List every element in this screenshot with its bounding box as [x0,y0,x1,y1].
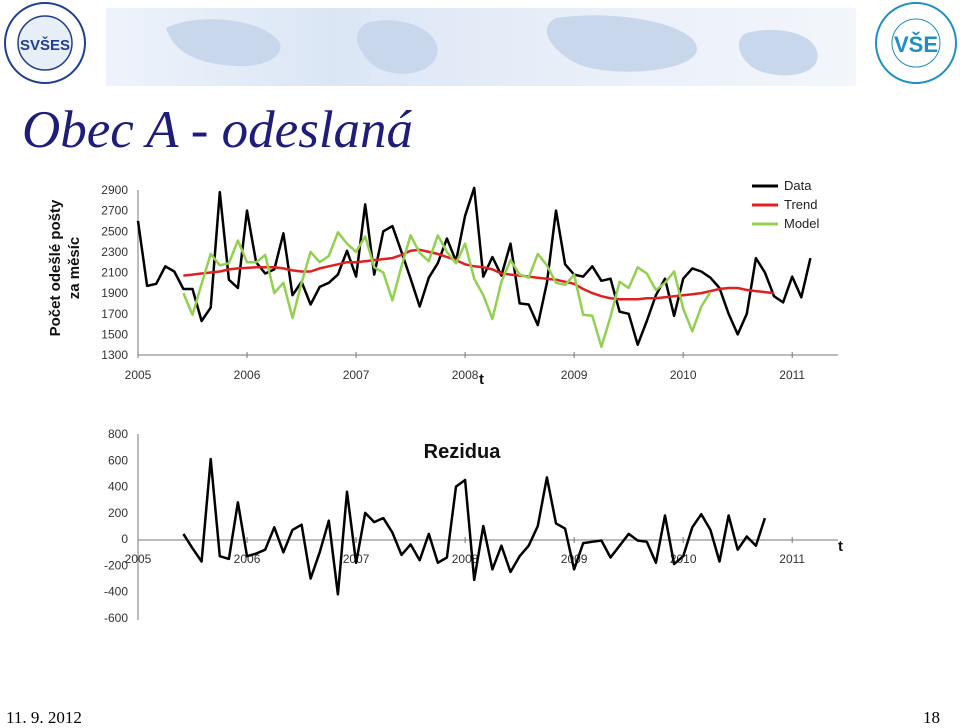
x-tick-label: 2009 [561,368,588,382]
continent-shape [546,15,697,72]
series-line-model [182,231,712,349]
continent-shape [356,20,438,74]
y-tick-label: -400 [104,585,128,599]
y-tick-label: 1900 [101,286,128,300]
legend-label-model: Model [784,216,820,231]
svg-text:SVŠES: SVŠES [20,36,70,54]
y-tick-label: 400 [108,480,128,494]
y-tick-label: 2500 [101,224,128,238]
y-tick-label: 800 [108,427,128,441]
x-tick-label: 2008 [452,368,479,382]
header-banner [106,8,856,86]
x-tick-label: 2011 [779,368,805,382]
x-tick-label: 2007 [343,368,370,382]
y-tick-label: 1700 [101,307,128,321]
y-tick-label: 0 [121,532,128,546]
y-tick-label: 2700 [101,204,128,218]
y-tick-label: 2100 [101,266,128,280]
continent-shape [166,19,281,67]
y-tick-label: -600 [104,611,128,625]
legend: Data Trend Model [752,178,820,231]
y-tick-label: -200 [104,558,128,572]
top-y-axis-label-line1: Počet odešlé pošty [47,199,64,336]
y-tick-label: 200 [108,506,128,520]
y-tick-label: 1300 [101,348,128,362]
y-tick-label: 600 [108,453,128,467]
legend-label-trend: Trend [784,197,817,212]
world-map-watermark [166,15,818,76]
series-line-trend [183,248,775,301]
page-number: 18 [923,708,940,727]
top-x-axis-label: t [479,371,484,388]
x-tick-label: 2006 [234,368,261,382]
continent-shape [738,29,818,76]
top-y-axis-label-line2: za měsíc [66,237,83,300]
x-tick-label: 2005 [125,552,152,566]
top-chart: 1300 1500 1700 1900 2100 2300 2500 2700 2900 200… [47,178,838,388]
footer-date: 11. 9. 2012 [6,708,82,727]
bottom-x-axis-label: t [838,538,843,555]
x-tick-label: 2009 [561,552,588,566]
y-tick-label: 1500 [101,327,128,341]
x-tick-label: 2005 [125,368,152,382]
svg-text:VŠE: VŠE [894,32,938,57]
slide-title: Obec A - odeslaná [22,101,414,159]
legend-label-data: Data [784,178,812,193]
x-tick-label: 2008 [452,552,479,566]
series-line-data [136,186,812,346]
y-tick-label: 2300 [101,245,128,259]
x-tick-label: 2011 [779,552,805,566]
series-line-residuals [182,457,767,596]
y-tick-label: 2900 [101,183,128,197]
x-tick-label: 2010 [670,368,697,382]
residuals-title: Rezidua [424,441,502,463]
